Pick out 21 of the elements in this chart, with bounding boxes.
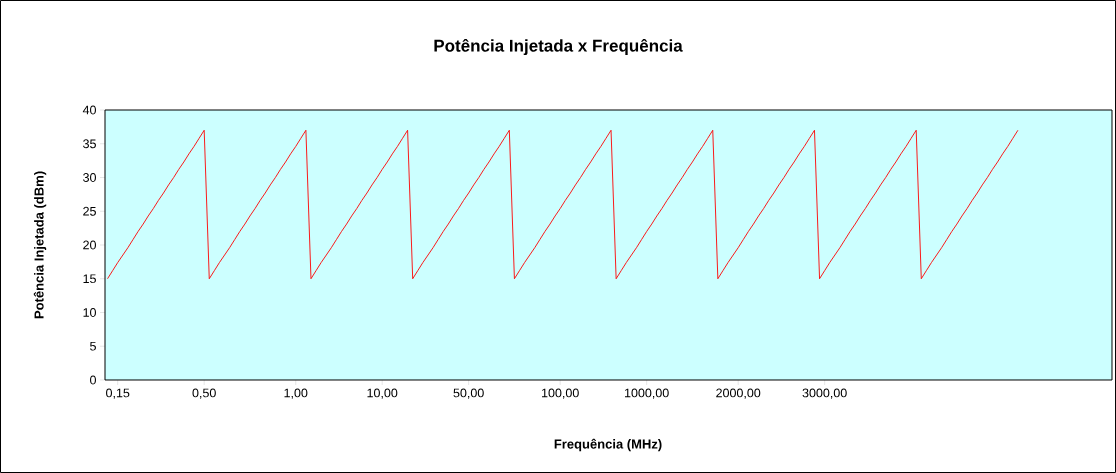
x-tick-label: 100,00: [542, 388, 579, 399]
x-axis-title: Frequência (MHz): [554, 438, 662, 452]
y-tick-label: 0: [90, 375, 96, 385]
chart-title: Potência Injetada x Frequência: [434, 38, 683, 56]
y-tick-label: 5: [90, 341, 96, 351]
x-tick-label: 0,15: [106, 388, 130, 399]
x-tick-label: 3000,00: [802, 388, 847, 399]
y-axis-title: Potência Injetada (dBm): [33, 171, 47, 319]
y-tick-label: 10: [83, 308, 96, 317]
x-tick-label: 1,00: [284, 388, 308, 399]
x-tick-label: 0,50: [192, 388, 216, 399]
y-tick-label: 30: [83, 173, 96, 182]
y-tick-label: 20: [83, 240, 96, 250]
y-tick-label: 35: [83, 139, 96, 149]
y-tick-label: 40: [82, 105, 96, 115]
x-tick-label: 10,00: [367, 388, 398, 399]
x-tick-label: 1000,00: [625, 388, 669, 399]
x-tick-label: 2000,00: [716, 388, 761, 399]
x-tick-label: 50,00: [453, 388, 484, 399]
y-tick-label: 25: [83, 206, 96, 216]
y-tick-label: 15: [83, 274, 96, 284]
